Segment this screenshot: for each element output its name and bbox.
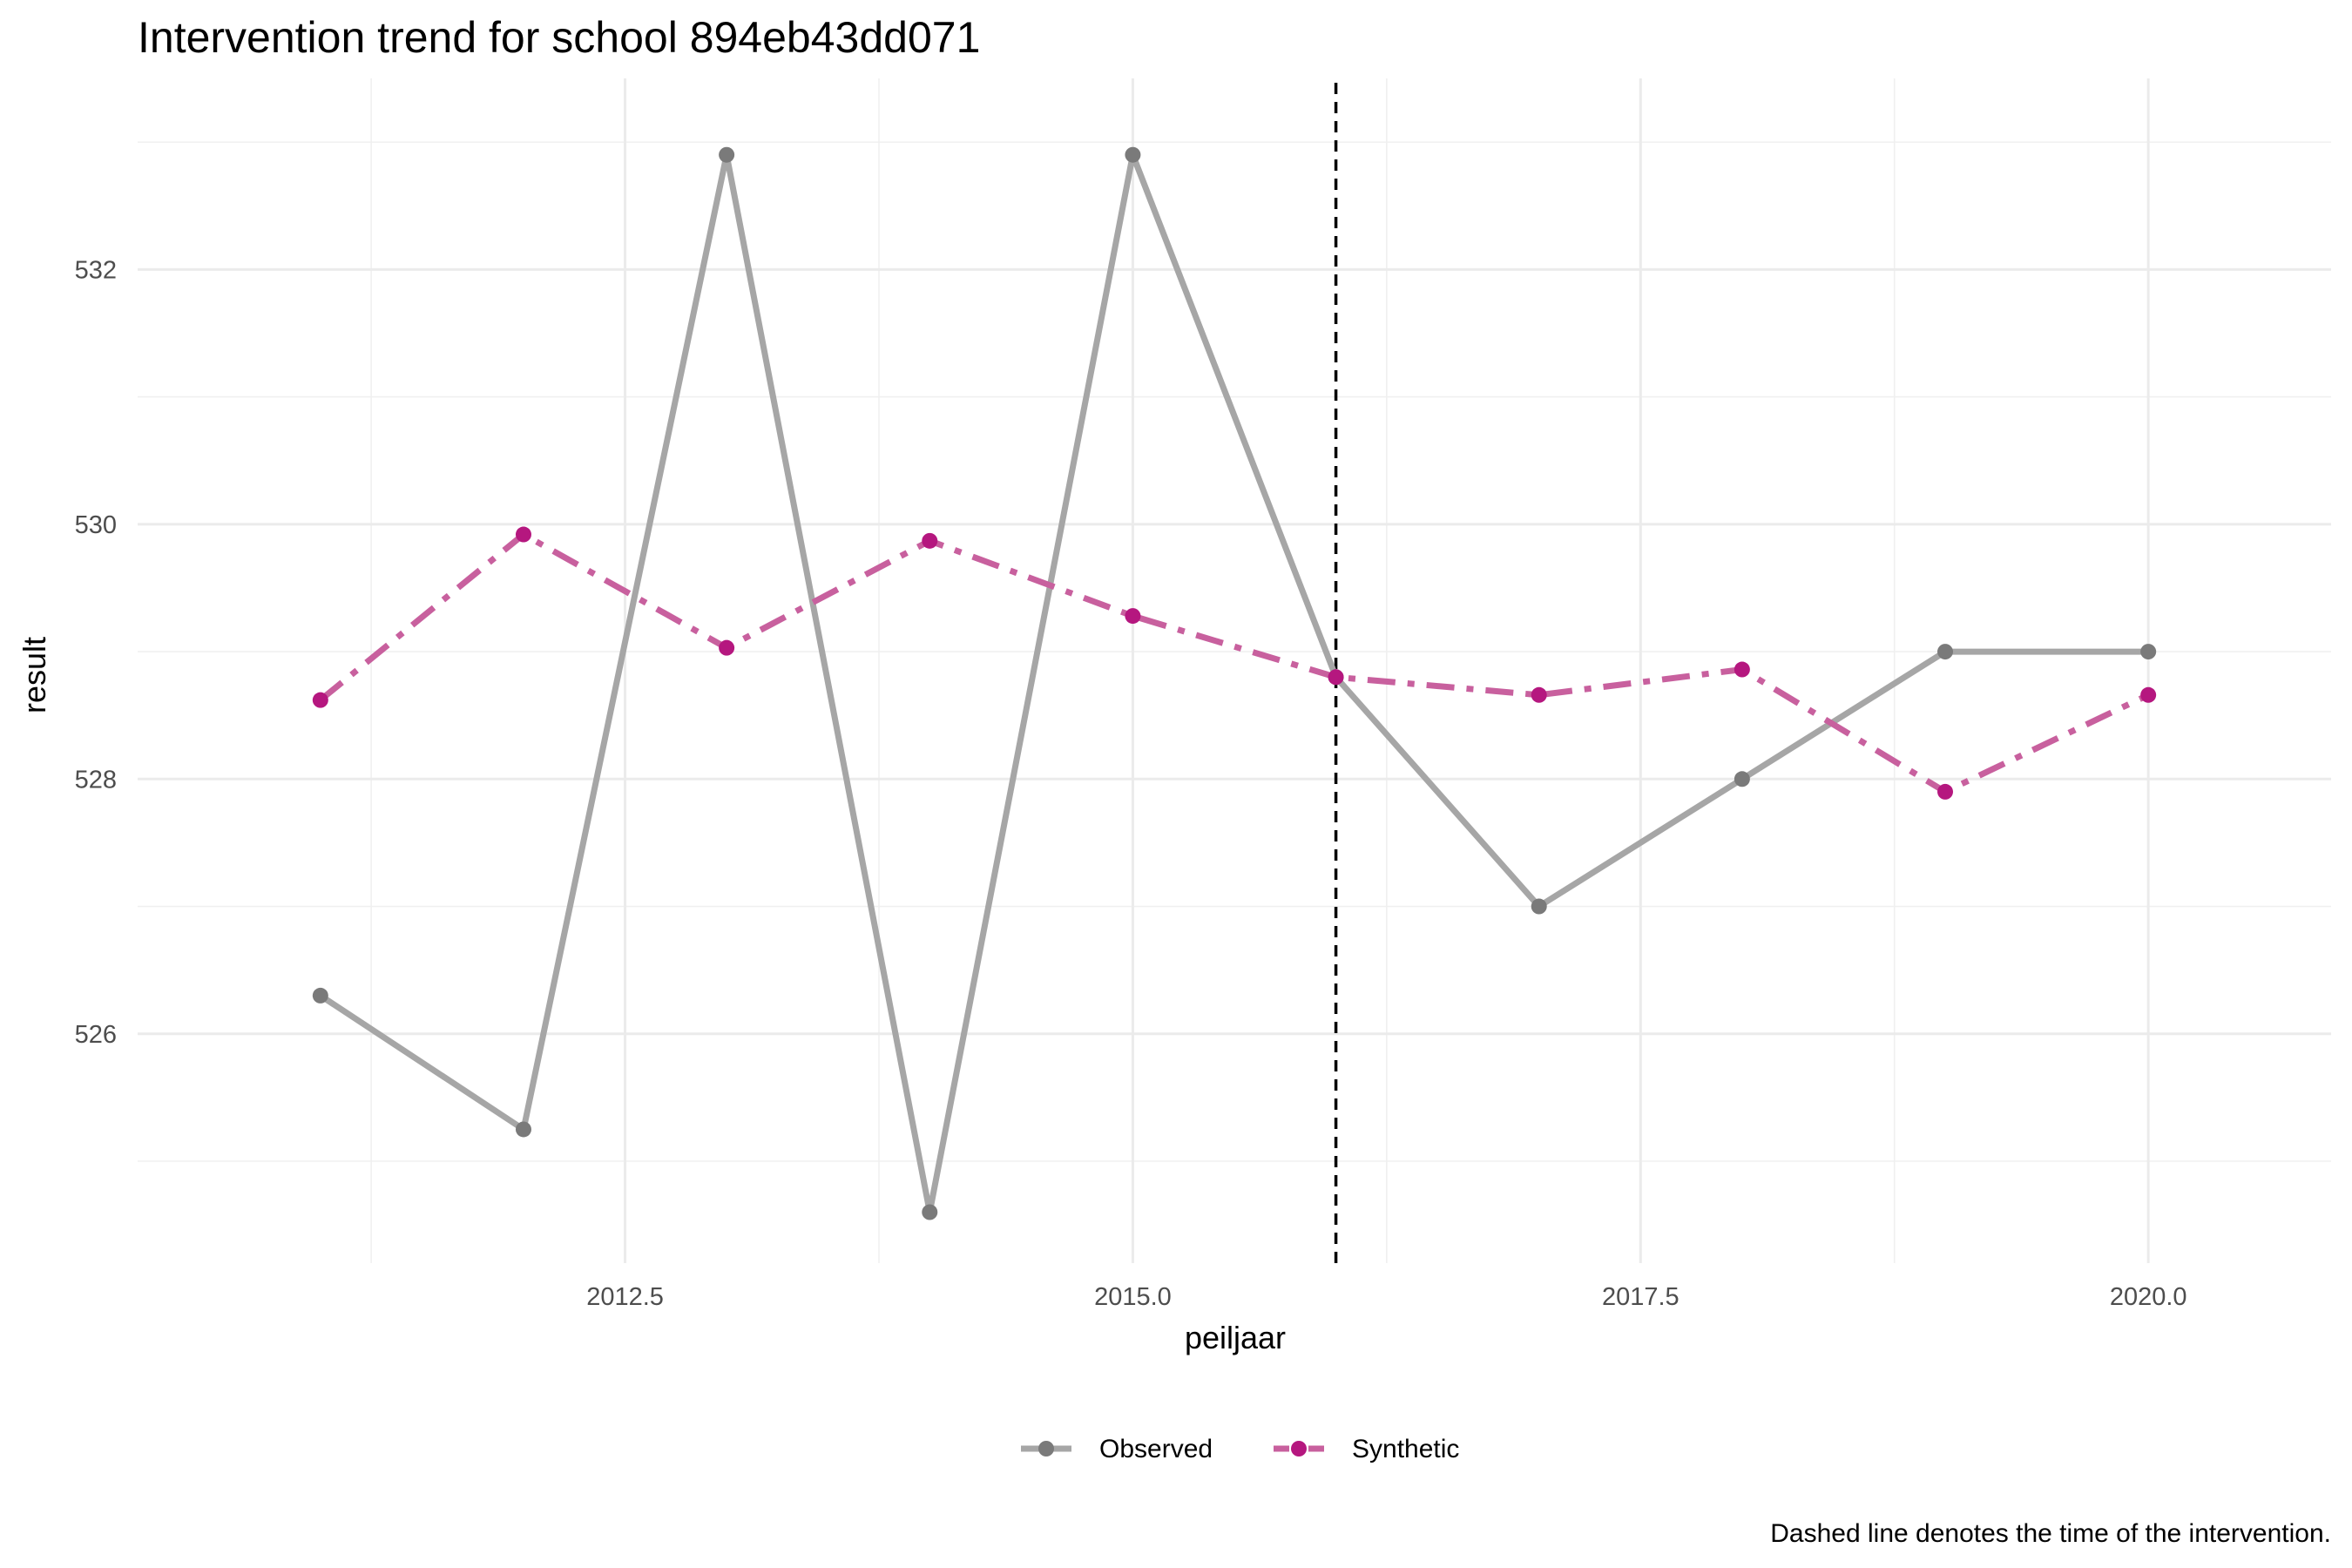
tick-labels: 2012.5 2015.0 2017.5 2020.0 526 528 530 532 bbox=[75, 256, 2187, 1311]
synthetic-line bbox=[318, 531, 2150, 795]
legend-item-observed: Observed bbox=[1021, 1435, 1213, 1463]
synthetic-point bbox=[1125, 608, 1141, 625]
chart-caption: Dashed line denotes the time of the inte… bbox=[1770, 1519, 2331, 1548]
x-axis-title: peiljaar bbox=[1185, 1320, 1286, 1355]
observed-point bbox=[1531, 898, 1547, 915]
x-tick-label: 2012.5 bbox=[586, 1283, 664, 1311]
synthetic-point bbox=[719, 639, 735, 656]
x-tick-label: 2020.0 bbox=[2110, 1283, 2187, 1311]
legend-label: Observed bbox=[1099, 1435, 1213, 1463]
observed-line bbox=[318, 152, 2149, 1215]
observed-point bbox=[2140, 644, 2157, 660]
series-layer bbox=[312, 146, 2157, 1220]
observed-point bbox=[1734, 771, 1750, 787]
observed-point bbox=[515, 1121, 531, 1138]
synthetic-point bbox=[1734, 661, 1750, 678]
y-tick-label: 528 bbox=[75, 766, 117, 794]
observed-point bbox=[922, 1204, 938, 1220]
synthetic-point bbox=[312, 692, 328, 708]
series-synthetic bbox=[312, 526, 2157, 800]
synthetic-point bbox=[1937, 783, 1954, 800]
x-tick-label: 2015.0 bbox=[1094, 1283, 1172, 1311]
synthetic-point bbox=[515, 526, 531, 543]
chart-title: Intervention trend for school 894eb43dd0… bbox=[138, 13, 980, 62]
y-tick-label: 530 bbox=[75, 511, 117, 539]
x-tick-label: 2017.5 bbox=[1602, 1283, 1680, 1311]
y-tick-label: 532 bbox=[75, 256, 117, 284]
observed-point bbox=[312, 987, 328, 1004]
legend-item-synthetic: Synthetic bbox=[1274, 1435, 1459, 1463]
grid-lines bbox=[138, 78, 2331, 1263]
y-tick-label: 526 bbox=[75, 1021, 117, 1049]
y-axis-title: result bbox=[17, 637, 52, 713]
legend-swatch-point bbox=[1291, 1441, 1307, 1456]
synthetic-point bbox=[2140, 686, 2157, 703]
synthetic-point bbox=[1531, 686, 1547, 703]
legend-label: Synthetic bbox=[1352, 1435, 1459, 1463]
observed-point bbox=[1125, 146, 1141, 163]
observed-point bbox=[1937, 644, 1954, 660]
observed-point bbox=[719, 146, 735, 163]
legend: Observed Synthetic bbox=[1021, 1435, 1459, 1463]
legend-swatch-point bbox=[1038, 1441, 1054, 1456]
synthetic-point bbox=[1328, 669, 1344, 686]
synthetic-point bbox=[922, 532, 938, 549]
series-observed bbox=[312, 146, 2157, 1220]
